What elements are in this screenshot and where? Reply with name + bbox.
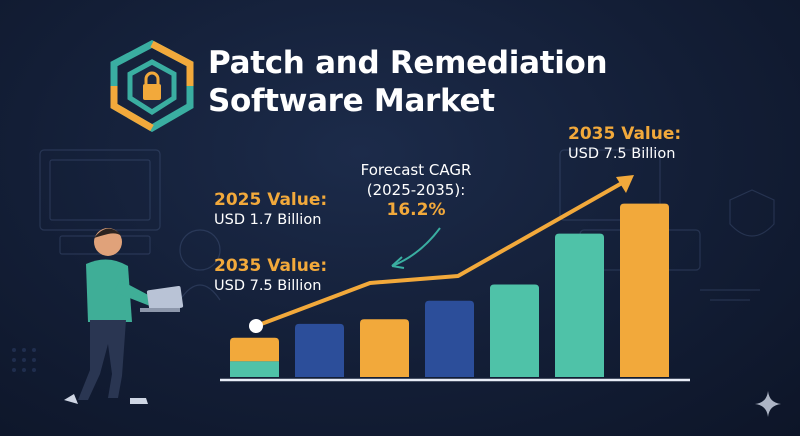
title-line-2: Software Market [208, 83, 495, 119]
trend-arrow-icon [254, 181, 624, 328]
top-value-annotation: 2035 Value: USD 7.5 Billion [568, 124, 681, 164]
bar-2029 [360, 319, 409, 377]
person-with-laptop-icon [64, 228, 184, 404]
cagr-pointer-arrow [391, 227, 441, 267]
value-2035-label: 2035 Value: [214, 256, 328, 276]
bar-2025 [230, 337, 279, 362]
trend-start-point [249, 319, 263, 333]
bar-2033 [490, 284, 539, 377]
cagr-label-line-2: (2025-2035): [366, 181, 466, 199]
cagr-label-line-1: Forecast CAGR [360, 161, 472, 179]
bar-2027 [295, 323, 344, 377]
sparkle-icon [755, 391, 781, 417]
trend-arrowhead [616, 175, 634, 193]
value-2025-label: 2025 Value: [214, 190, 328, 210]
value-2025-value: USD 1.7 Billion [214, 212, 322, 228]
cagr-annotation: Forecast CAGR (2025-2035): 16.2% [348, 160, 484, 220]
bar-2035 [620, 203, 669, 377]
value-2025-annotation: 2025 Value: USD 1.7 Billion [214, 190, 327, 230]
bar-2034 [555, 233, 604, 377]
bar-2031 [425, 300, 474, 377]
top-value-value: USD 7.5 Billion [568, 146, 676, 162]
shield-logo-icon [110, 40, 194, 132]
cagr-pointer-head [391, 256, 405, 269]
bar-2025-lower [230, 361, 279, 377]
cagr-value: 16.2% [386, 200, 446, 220]
top-value-label: 2035 Value: [568, 124, 682, 144]
page-title: Patch and Remediation Software Market [208, 44, 608, 120]
value-2035-value: USD 7.5 Billion [214, 278, 322, 294]
value-2035-annotation: 2035 Value: USD 7.5 Billion [214, 256, 327, 296]
title-line-1: Patch and Remediation [208, 45, 608, 81]
